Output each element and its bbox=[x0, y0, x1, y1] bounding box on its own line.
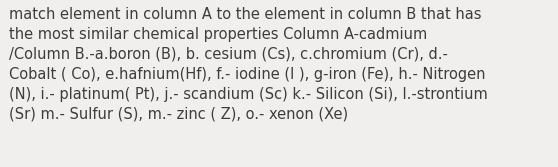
Text: match element in column A to the element in column B that has
the most similar c: match element in column A to the element… bbox=[9, 7, 488, 122]
